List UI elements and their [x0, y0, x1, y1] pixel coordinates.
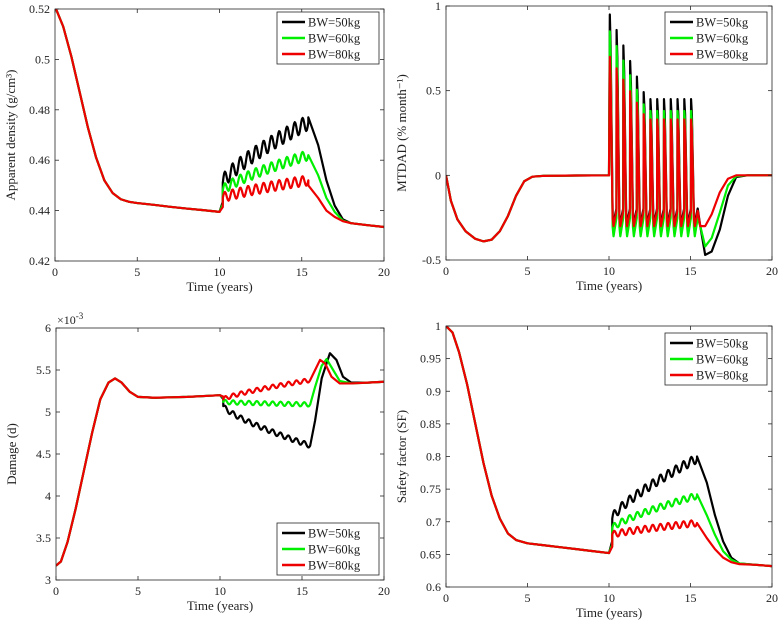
series-line-bw-50kg	[55, 9, 384, 229]
series-line-bw-80kg	[446, 55, 772, 243]
legend-label: BW=80kg	[696, 369, 749, 383]
x-axis-label: Time (years)	[187, 598, 253, 613]
x-tick-label: 20	[378, 584, 390, 598]
x-axis-label: Time (years)	[576, 278, 642, 293]
x-tick-label: 10	[603, 591, 615, 605]
y-tick-label: 4	[45, 489, 51, 503]
series-line-bw-60kg	[56, 357, 384, 567]
y-tick-label: 0.85	[420, 417, 441, 431]
x-tick-label: 5	[134, 265, 140, 279]
y-tick-label: 0	[435, 168, 441, 182]
plot-p4: 0 5 10 15 20 0.6 0.65 0.7 0.75 0.8 0.85 0.9 0.95 1 Tim…	[394, 319, 778, 620]
y-tick-label: 1	[435, 319, 441, 333]
legend-label: BW=50kg	[308, 527, 361, 541]
y-axis-label: Damage (d)	[4, 423, 19, 485]
y-exponent-label: ×10-3	[57, 311, 84, 327]
y-tick-label: 0.7	[426, 515, 441, 529]
x-tick-label: 20	[378, 265, 390, 279]
series-line-bw-80kg	[446, 326, 772, 568]
y-tick-label: 0.42	[29, 254, 50, 268]
legend-label: BW=60kg	[696, 353, 749, 367]
legend-label: BW=50kg	[696, 16, 749, 30]
y-tick-label: 5	[45, 405, 51, 419]
legend: BW=50kg BW=60kg BW=80kg	[664, 11, 768, 65]
y-tick-label: 0.95	[420, 352, 441, 366]
y-tick-label: 6	[45, 321, 51, 335]
series-line-bw-80kg	[56, 358, 384, 567]
legend-label: BW=60kg	[308, 543, 361, 557]
x-tick-label: 15	[296, 265, 308, 279]
plot-p1: 0 5 10 15 20 0.42 0.44 0.46 0.48 0.5 0.52 Time (yea…	[3, 2, 390, 294]
x-tick-label: 0	[53, 584, 59, 598]
y-tick-label: 4.5	[36, 447, 51, 461]
x-tick-label: 0	[52, 265, 58, 279]
x-tick-label: 15	[685, 264, 697, 278]
y-tick-label: 0.9	[426, 384, 441, 398]
legend: BW=50kg BW=60kg BW=80kg	[664, 332, 768, 386]
x-tick-label: 5	[135, 584, 141, 598]
series-line-bw-60kg	[55, 9, 384, 229]
legend: BW=50kg BW=60kg BW=80kg	[276, 11, 380, 65]
y-tick-label: 0.6	[426, 580, 441, 594]
x-tick-label: 15	[685, 591, 697, 605]
x-axis-label: Time (years)	[576, 605, 642, 620]
legend-label: BW=80kg	[696, 48, 749, 62]
y-tick-label: -0.5	[422, 253, 441, 267]
legend-label: BW=60kg	[696, 32, 749, 46]
y-tick-label: 3	[45, 573, 51, 587]
x-tick-label: 10	[214, 584, 226, 598]
y-tick-label: 0.44	[29, 204, 50, 218]
x-tick-label: 10	[214, 265, 226, 279]
y-tick-label: 0.48	[29, 103, 50, 117]
y-tick-label: 0.46	[29, 153, 50, 167]
x-tick-label: 20	[766, 591, 778, 605]
plot-p3: 0 5 10 15 20 3 3.5 4 4.5 5 5.5 6 ×10-3 Time (years) Da…	[4, 311, 390, 613]
x-tick-label: 5	[525, 591, 531, 605]
x-tick-label: 20	[766, 264, 778, 278]
x-tick-label: 0	[443, 591, 449, 605]
legend-label: BW=50kg	[308, 16, 361, 30]
series-line-bw-50kg	[446, 326, 772, 568]
x-tick-label: 0	[443, 264, 449, 278]
series-line-bw-50kg	[56, 352, 384, 567]
series-line-bw-80kg	[55, 9, 384, 229]
y-tick-label: 0.8	[426, 450, 441, 464]
x-tick-label: 5	[525, 264, 531, 278]
y-tick-label: 0.5	[426, 84, 441, 98]
legend-label: BW=80kg	[308, 48, 361, 62]
y-tick-label: 0.65	[420, 547, 441, 561]
x-axis-label: Time (years)	[186, 279, 252, 294]
x-tick-label: 10	[603, 264, 615, 278]
y-tick-label: 3.5	[36, 531, 51, 545]
legend-label: BW=80kg	[308, 559, 361, 573]
y-tick-label: 0.75	[420, 482, 441, 496]
x-tick-label: 15	[296, 584, 308, 598]
series-line-bw-60kg	[446, 326, 772, 568]
legend-label: BW=60kg	[308, 32, 361, 46]
y-tick-label: 0.5	[35, 52, 50, 66]
y-axis-label: Apparent density (g/cm³)	[3, 70, 18, 201]
y-axis-label: MTDAD (% month⁻¹)	[394, 74, 409, 192]
y-tick-label: 1	[435, 0, 441, 13]
legend: BW=50kg BW=60kg BW=80kg	[276, 522, 380, 576]
legend-label: BW=50kg	[696, 337, 749, 351]
y-tick-label: 0.52	[29, 2, 50, 16]
y-tick-label: 5.5	[36, 363, 51, 377]
y-axis-label: Safety factor (SF)	[394, 410, 409, 503]
